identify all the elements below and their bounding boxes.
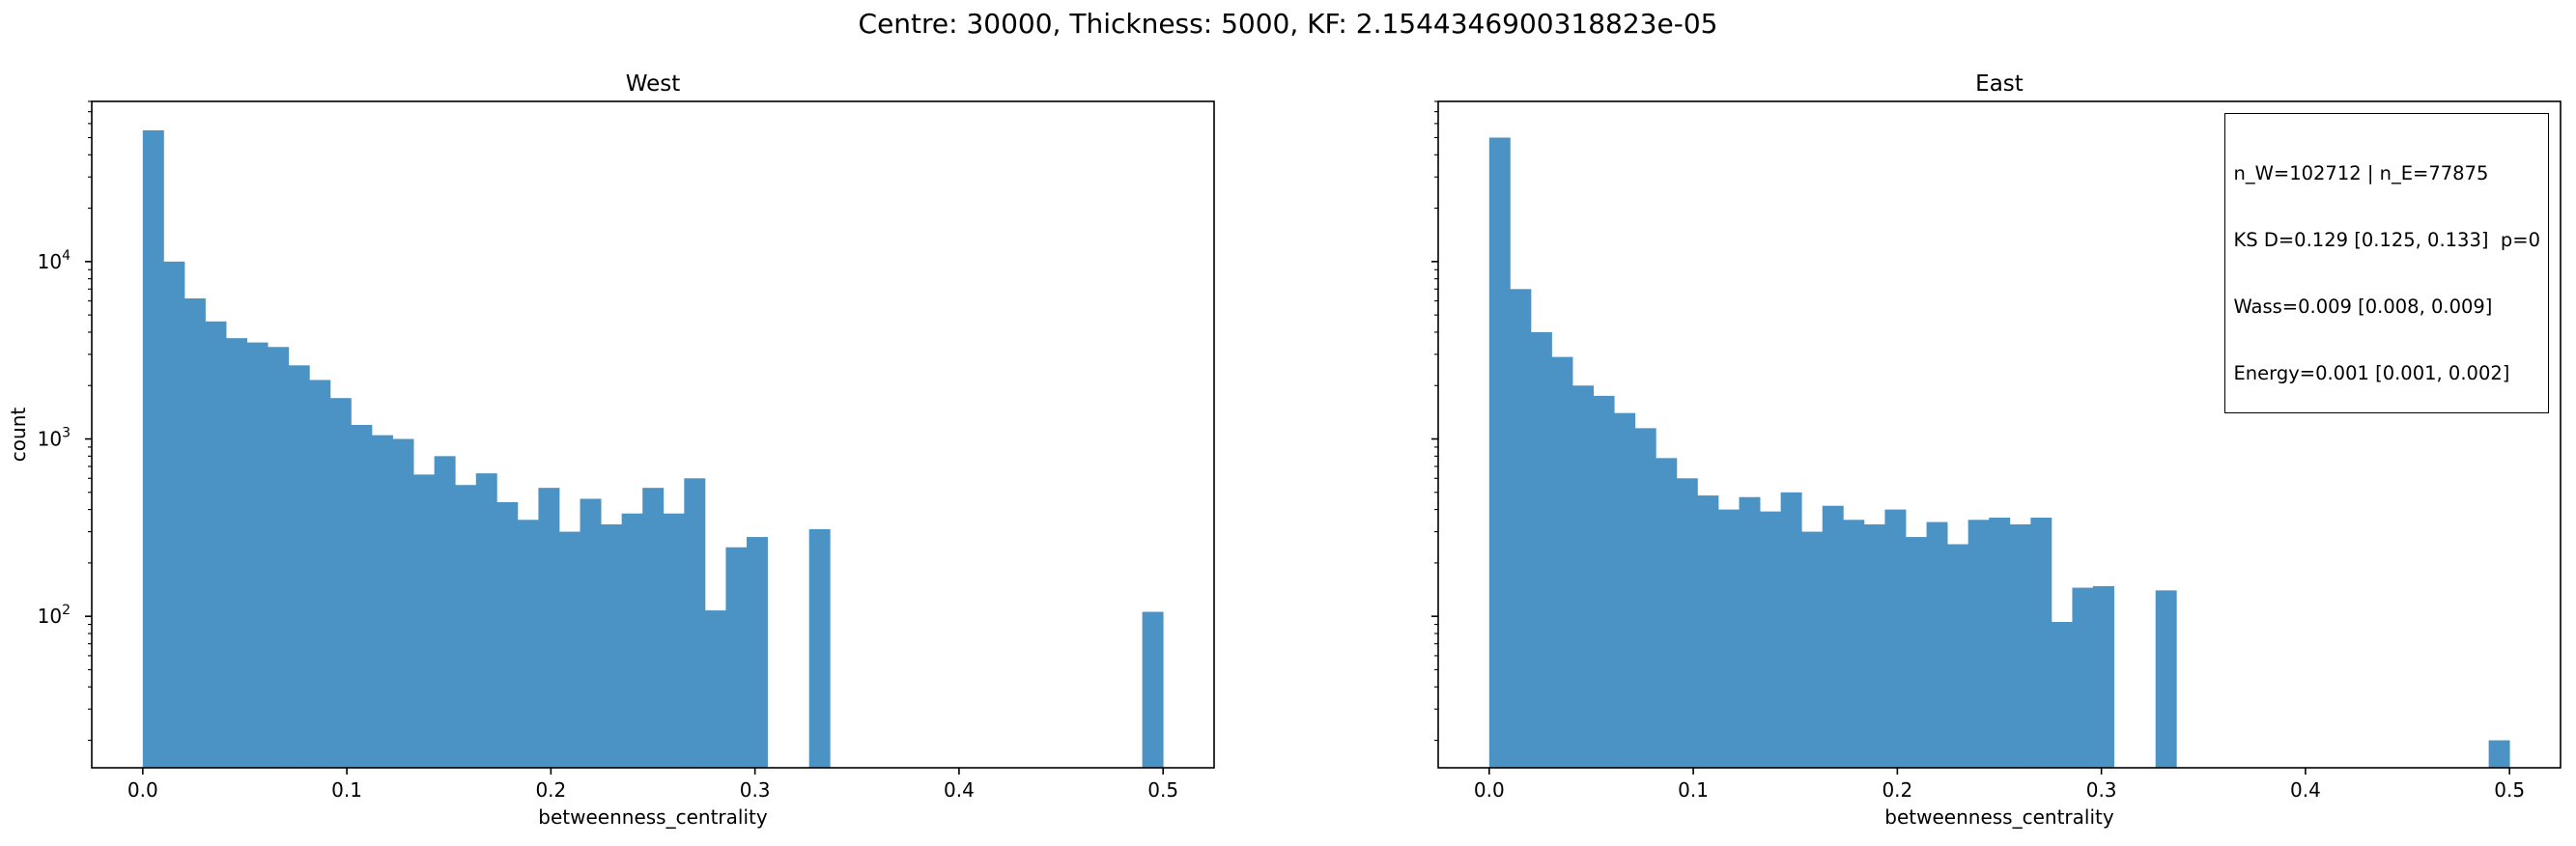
histogram-bar bbox=[1739, 496, 1761, 768]
histogram-bar bbox=[1488, 137, 1511, 769]
histogram-bar bbox=[351, 424, 373, 768]
histogram-bar bbox=[268, 347, 290, 768]
panel-title: West bbox=[626, 71, 681, 97]
stats-line-energy: Energy=0.001 [0.001, 0.002] bbox=[2233, 362, 2510, 384]
histogram-bar bbox=[1967, 520, 1990, 768]
panel-west: 0.0 0.1 0.2 0.3 0.4 0.5 102 103 104 West betweenne… bbox=[7, 71, 1215, 829]
x-tick-label: 0.0 bbox=[127, 778, 158, 802]
histogram-bar bbox=[704, 610, 726, 768]
figure-suptitle: Centre: 30000, Thickness: 5000, KF: 2.15… bbox=[858, 8, 1718, 40]
histogram-bar bbox=[1989, 518, 2011, 768]
histogram-bar bbox=[1863, 523, 1885, 768]
histogram-bar bbox=[2030, 518, 2052, 768]
histogram-bar bbox=[538, 488, 560, 768]
histogram-bar bbox=[517, 520, 539, 768]
histogram-bar bbox=[1676, 478, 1698, 768]
histogram-bar bbox=[580, 498, 602, 768]
histogram-bar bbox=[1926, 522, 1948, 768]
histogram-bar bbox=[1572, 385, 1595, 768]
histogram-bar bbox=[434, 456, 456, 768]
stats-annotation-box: n_W=102712 | n_E=77875 KS D=0.129 [0.125… bbox=[2224, 113, 2549, 413]
x-axis-label: betweenness_centrality bbox=[538, 805, 768, 829]
y-tick-label: 102 bbox=[38, 603, 71, 628]
stats-line-counts: n_W=102712 | n_E=77875 bbox=[2233, 162, 2489, 184]
x-tick-label: 0.1 bbox=[1678, 778, 1709, 802]
histogram-bar bbox=[1760, 511, 1782, 768]
histogram-bar bbox=[475, 473, 497, 768]
histogram-bar bbox=[309, 380, 331, 768]
histogram-bar bbox=[163, 261, 185, 768]
histogram-bar bbox=[1634, 428, 1656, 768]
histogram-bar bbox=[1656, 458, 1678, 768]
histogram-bar bbox=[747, 537, 768, 768]
x-tick-label: 0.5 bbox=[1147, 778, 1178, 802]
histogram-bar bbox=[1947, 544, 1969, 768]
histogram-bar bbox=[601, 523, 623, 768]
y-tick-label: 103 bbox=[38, 426, 71, 451]
histogram-bar bbox=[2072, 587, 2094, 768]
histogram-bar bbox=[371, 435, 393, 768]
histogram-bar bbox=[558, 531, 580, 768]
y-tick-label: 104 bbox=[38, 248, 71, 273]
histogram-bar bbox=[2093, 585, 2114, 768]
x-tick-label: 0.4 bbox=[2290, 778, 2321, 802]
axes-frame bbox=[1437, 100, 2562, 769]
histogram-bar bbox=[392, 438, 414, 768]
histogram-bar bbox=[413, 474, 436, 768]
histogram-bar bbox=[684, 478, 706, 768]
histogram-bar bbox=[1551, 356, 1573, 768]
histogram-bar bbox=[1843, 520, 1865, 768]
histogram-bar bbox=[184, 297, 206, 768]
histogram-bar bbox=[142, 129, 164, 768]
histogram-bar bbox=[642, 488, 665, 768]
histogram-bar bbox=[329, 398, 352, 768]
histogram-bar bbox=[2488, 740, 2510, 768]
x-tick-label: 0.2 bbox=[535, 778, 566, 802]
histogram-bar bbox=[455, 485, 477, 768]
x-tick-label: 0.2 bbox=[1882, 778, 1912, 802]
stats-line-ks: KS D=0.129 [0.125, 0.133] p=0 bbox=[2233, 229, 2540, 251]
histogram-bar bbox=[1822, 505, 1844, 768]
histogram-bar bbox=[1801, 531, 1824, 768]
histogram-bar bbox=[663, 513, 685, 768]
histogram-bar bbox=[1593, 395, 1615, 768]
x-axis-label: betweenness_centrality bbox=[1884, 805, 2114, 829]
histogram-bar bbox=[1614, 412, 1636, 768]
x-tick-label: 0.3 bbox=[740, 778, 771, 802]
y-axis-label: count bbox=[7, 408, 30, 463]
histogram-bar bbox=[1780, 492, 1802, 768]
histogram-bar bbox=[2009, 523, 2031, 768]
x-tick-label: 0.5 bbox=[2494, 778, 2525, 802]
histogram-bar bbox=[226, 338, 248, 768]
histogram-bar bbox=[2051, 621, 2073, 768]
histogram-bar bbox=[2155, 590, 2177, 768]
histogram-bar bbox=[1717, 509, 1740, 768]
histogram-bar bbox=[621, 513, 643, 768]
x-tick-label: 0.0 bbox=[1474, 778, 1505, 802]
stats-line-wass: Wass=0.009 [0.008, 0.009] bbox=[2233, 296, 2493, 318]
axes-frame bbox=[91, 100, 1215, 769]
histogram-bar bbox=[808, 528, 831, 768]
histogram-bar bbox=[1510, 289, 1532, 768]
histogram-bar bbox=[496, 502, 519, 768]
histogram-bar bbox=[725, 547, 748, 768]
histogram-bar bbox=[288, 365, 310, 768]
panel-title: East bbox=[1975, 71, 2024, 97]
histogram-bar bbox=[1697, 495, 1719, 768]
x-tick-label: 0.3 bbox=[2086, 778, 2117, 802]
x-tick-label: 0.4 bbox=[944, 778, 975, 802]
panel-east: 0.0 0.1 0.2 0.3 0.4 0.5 East betweenness_centra… bbox=[1431, 71, 2562, 829]
x-tick-label: 0.1 bbox=[331, 778, 362, 802]
histogram-bar bbox=[246, 342, 269, 768]
histogram-bar bbox=[1530, 331, 1552, 768]
histogram-bar bbox=[1905, 537, 1927, 768]
histogram-bar bbox=[205, 321, 227, 768]
histogram-bar bbox=[1884, 509, 1907, 768]
histogram-bar bbox=[1142, 611, 1164, 768]
